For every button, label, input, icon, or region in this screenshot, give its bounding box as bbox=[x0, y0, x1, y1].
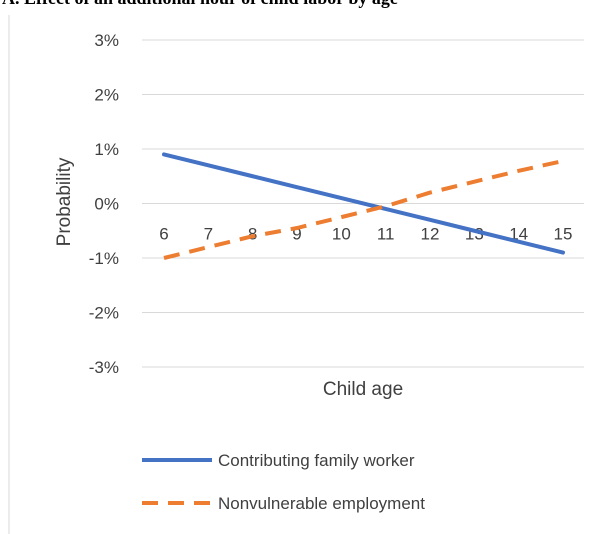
y-tick-label: 3% bbox=[94, 31, 119, 50]
x-tick-label: 11 bbox=[377, 225, 395, 244]
x-tick-label: 10 bbox=[332, 225, 351, 244]
chart-title: A. Effect of an additional hour of child… bbox=[2, 0, 398, 9]
x-tick-label: 15 bbox=[554, 225, 573, 244]
y-axis-ticks: 3% 2% 1% 0% -1% -2% -3% bbox=[89, 31, 119, 377]
y-tick-label: 0% bbox=[94, 195, 119, 214]
series-line-0 bbox=[162, 152, 565, 255]
series-line-1 bbox=[163, 159, 564, 260]
x-tick-label: 6 bbox=[159, 225, 168, 244]
x-axis-title: Child age bbox=[323, 379, 403, 400]
y-axis-title: Probability bbox=[54, 157, 75, 246]
legend-label: Contributing family worker bbox=[218, 451, 415, 470]
y-tick-label: -1% bbox=[89, 249, 119, 268]
x-tick-label: 7 bbox=[204, 225, 213, 244]
y-tick-label: -3% bbox=[89, 358, 119, 377]
gridlines bbox=[142, 39, 584, 368]
x-tick-label: 12 bbox=[421, 225, 440, 244]
y-tick-label: 1% bbox=[94, 140, 119, 159]
legend-label: Nonvulnerable employment bbox=[218, 494, 425, 513]
legend: Contributing family worker Nonvulnerable … bbox=[142, 451, 425, 513]
series-lines bbox=[162, 152, 565, 260]
x-tick-label: 8 bbox=[248, 225, 257, 244]
x-tick-label: 9 bbox=[292, 225, 301, 244]
y-tick-label: 2% bbox=[94, 86, 119, 105]
y-tick-label: -2% bbox=[89, 304, 119, 323]
